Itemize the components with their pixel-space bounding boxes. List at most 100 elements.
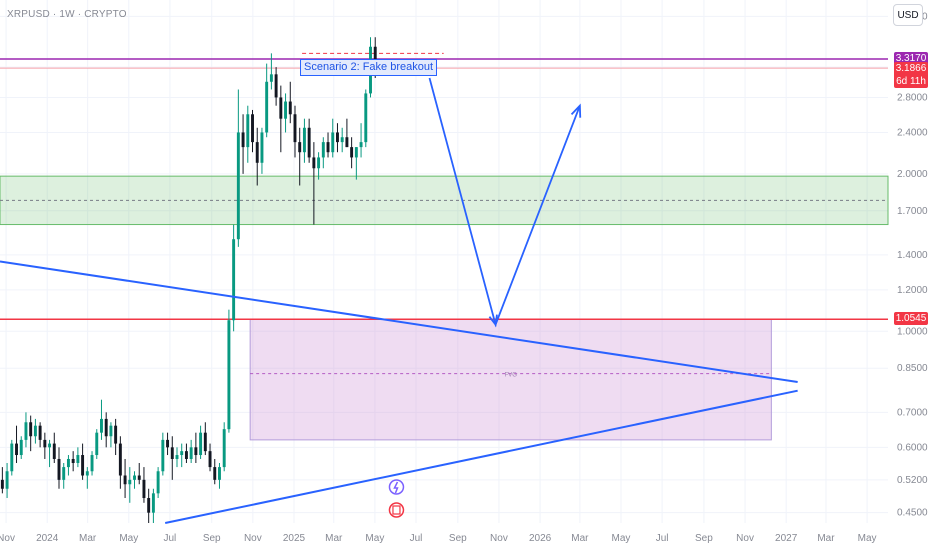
candle-body xyxy=(0,479,4,489)
candle-body xyxy=(194,447,198,456)
candle-body xyxy=(269,74,273,82)
candle-body xyxy=(100,418,103,433)
candle-body xyxy=(227,320,231,430)
candle-body xyxy=(241,132,245,148)
time-axis-label: May xyxy=(858,533,877,544)
candle-body xyxy=(38,425,42,440)
candle-body xyxy=(71,458,75,464)
candle-body xyxy=(293,114,297,143)
candle-body xyxy=(180,451,184,456)
price-axis-label: 1.2000 xyxy=(897,285,928,296)
candle-body xyxy=(331,132,335,153)
price-axis-label: 1.0000 xyxy=(897,326,928,337)
time-axis-label: 2027 xyxy=(775,533,798,544)
candle-body xyxy=(284,101,288,119)
currency-button[interactable]: USD xyxy=(893,4,923,26)
candle-body xyxy=(279,97,283,119)
candle-body xyxy=(24,422,28,440)
candle-body xyxy=(260,132,264,163)
candle-body xyxy=(189,447,193,459)
scenario-label[interactable]: Scenario 2: Fake breakout xyxy=(300,59,438,76)
lightning-icon xyxy=(388,479,405,495)
time-axis-label: Mar xyxy=(79,533,97,544)
candle-body xyxy=(137,475,141,480)
candle-body xyxy=(133,475,136,480)
fvg-label: FVG xyxy=(505,373,518,379)
time-axis-label: Sep xyxy=(449,533,467,544)
candle-body xyxy=(81,455,85,476)
time-axis-label: 2025 xyxy=(283,533,306,544)
time-axis-label: Mar xyxy=(325,533,343,544)
candle-body xyxy=(5,471,9,489)
time-axis-label: May xyxy=(365,533,384,544)
candle-body xyxy=(340,137,344,143)
candle-body xyxy=(29,422,33,437)
candle-body xyxy=(232,239,236,321)
trendline-descending xyxy=(0,260,798,383)
candle-body xyxy=(199,432,203,456)
candle-body xyxy=(312,157,316,169)
candle-body xyxy=(359,142,363,148)
resistance-price-tag: 3.3170 xyxy=(894,51,928,65)
candle-body xyxy=(43,439,47,448)
candle-body xyxy=(288,101,292,115)
price-axis-label: 2.8000 xyxy=(897,92,928,103)
time-axis-label: Jul xyxy=(410,533,423,544)
candle-body xyxy=(76,455,80,464)
candle-body xyxy=(66,458,70,468)
candle-body xyxy=(251,114,254,143)
candle-body xyxy=(104,418,108,437)
candle-body xyxy=(208,451,212,468)
dividend-icon xyxy=(388,502,405,518)
price-axis-label: 0.4500 xyxy=(897,508,928,519)
fvg-zone xyxy=(249,318,772,441)
candle-body xyxy=(222,429,226,468)
time-axis-label: May xyxy=(612,533,631,544)
candle-body xyxy=(364,93,368,143)
projection-arrowhead xyxy=(570,103,582,118)
time-axis-label: Nov xyxy=(244,533,262,544)
candle-body xyxy=(274,74,278,98)
candle-body xyxy=(354,147,358,158)
time-axis-label: Mar xyxy=(571,533,589,544)
trendline-ascending xyxy=(164,389,798,524)
candle-body xyxy=(109,425,113,437)
time-axis-label: 2024 xyxy=(36,533,59,544)
candle-body xyxy=(123,475,127,485)
projection-bottom-arrowhead xyxy=(488,314,498,327)
candles-group xyxy=(0,37,377,523)
candle-body xyxy=(184,451,188,459)
candle-body xyxy=(170,447,174,459)
candle-body xyxy=(52,443,56,459)
candle-body xyxy=(151,493,155,513)
candle-body xyxy=(90,455,94,472)
candle-body xyxy=(255,142,259,163)
price-axis-label: 0.5200 xyxy=(897,475,928,486)
price-axis-label: 2.0000 xyxy=(897,169,928,180)
candle-body xyxy=(10,443,14,472)
candle-body xyxy=(321,142,325,158)
candle-body xyxy=(246,114,250,148)
candle-body xyxy=(317,157,321,169)
candle-body xyxy=(326,142,330,153)
candle-body xyxy=(350,147,354,158)
candle-body xyxy=(203,432,207,452)
price-axis-label: 1.4000 xyxy=(897,250,928,261)
price-axis-label: 1.7000 xyxy=(897,206,928,217)
candle-body xyxy=(15,443,18,456)
time-axis-label: Mar xyxy=(817,533,835,544)
candle-body xyxy=(336,132,339,143)
candle-body xyxy=(265,81,269,133)
price-axis-label: 0.8500 xyxy=(897,363,928,374)
last-price-value: 3.1866 xyxy=(895,63,927,75)
candle-body xyxy=(156,471,160,494)
candle-body xyxy=(345,137,349,148)
candle-body xyxy=(218,467,221,480)
candle-body xyxy=(85,471,89,476)
candle-body xyxy=(161,439,165,472)
candle-body xyxy=(213,467,217,480)
time-axis-label: Jul xyxy=(164,533,177,544)
candle-body xyxy=(57,458,61,480)
